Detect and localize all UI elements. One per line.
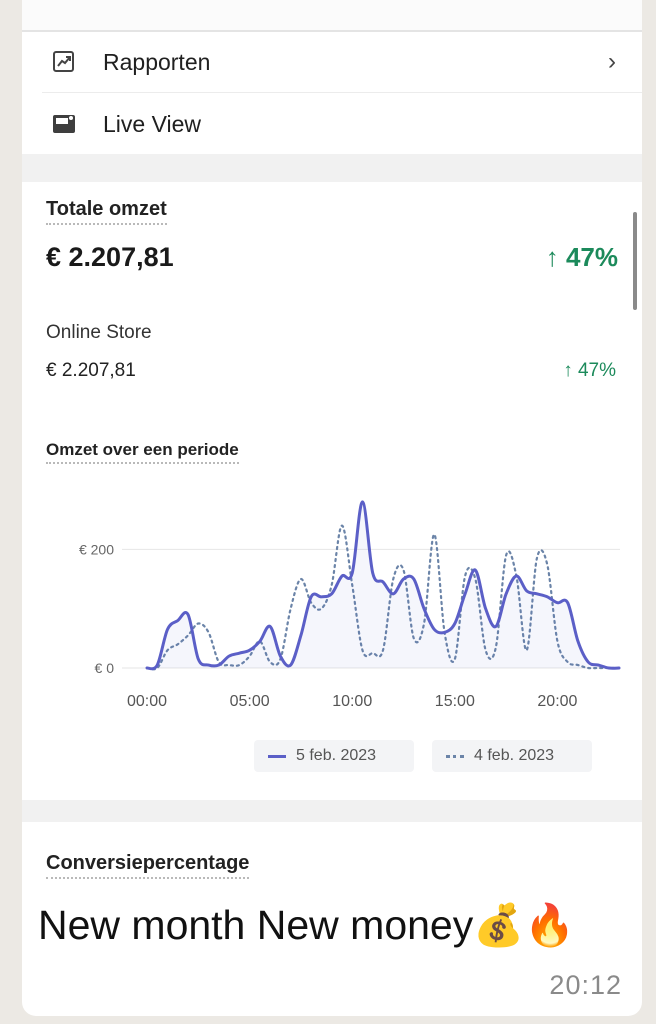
legend-solid-swatch [268, 754, 286, 758]
card-title[interactable]: Totale omzet [46, 198, 167, 225]
x-tick-label: 10:00 [332, 693, 372, 710]
reports-icon [53, 51, 74, 72]
legend-label: 5 feb. 2023 [296, 747, 377, 764]
chevron-right-icon: › [608, 48, 616, 75]
x-tick-label: 20:00 [537, 693, 577, 710]
x-tick-label: 15:00 [435, 693, 475, 710]
total-sales-card: Totale omzet € 2.207,81 ↑ 47% Online Sto… [22, 182, 642, 800]
total-sales-change: ↑ 47% [545, 242, 618, 272]
sales-line-chart: € 0 € 200 00:00 05:00 10:00 15:00 20:00 [79, 500, 621, 710]
y-tick-label: € 200 [79, 541, 114, 557]
menu-item-label: Live View [103, 110, 202, 137]
menu-item-label: Rapporten [103, 48, 211, 75]
menu-item-reports[interactable]: Rapporten › [22, 32, 642, 92]
menu-item-live-view[interactable]: Live View [22, 94, 642, 154]
y-tick-label: € 0 [95, 660, 115, 676]
chat-bubble: Rapporten › Live View Totale omzet € 2.2… [22, 0, 642, 1016]
series-line-previous [145, 524, 621, 671]
total-sales-value: € 2.207,81 [46, 242, 174, 272]
x-tick-label: 00:00 [127, 693, 167, 710]
series-area [147, 501, 619, 669]
conversion-title[interactable]: Conversiepercentage [46, 852, 250, 879]
divider [42, 92, 642, 93]
live-view-icon [53, 115, 75, 133]
legend-label: 4 feb. 2023 [474, 747, 555, 764]
series-line-current [145, 500, 621, 671]
x-tick-label: 05:00 [230, 693, 270, 710]
chart-title[interactable]: Omzet over een periode [46, 440, 239, 464]
section-separator [22, 800, 642, 822]
legend-item-previous[interactable]: 4 feb. 2023 [432, 740, 592, 772]
channel-change: ↑ 47% [563, 360, 616, 381]
section-separator [22, 154, 642, 182]
legend-dotted-swatch [446, 754, 464, 758]
channel-total: € 2.207,81 [46, 360, 136, 381]
message-time: 20:12 [549, 970, 622, 1000]
message-text: New month New money💰🔥 [38, 902, 576, 948]
scrollbar[interactable] [633, 212, 637, 310]
top-strip [22, 0, 642, 32]
legend-item-current[interactable]: 5 feb. 2023 [254, 740, 414, 772]
channel-name: Online Store [46, 322, 152, 343]
